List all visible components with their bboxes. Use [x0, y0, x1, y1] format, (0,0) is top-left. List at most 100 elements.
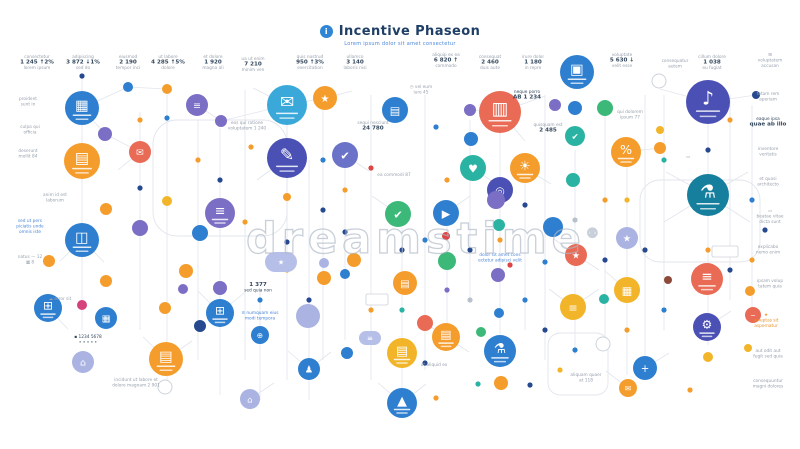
node-caption-line: [698, 285, 716, 287]
node-circle-text: [205, 198, 235, 228]
node-caption-line: [214, 321, 226, 324]
micro-label-line: ★: [764, 312, 768, 318]
micro-label-line: neque porro: [514, 89, 541, 95]
micro-label-line: voluptas sit: [754, 317, 779, 323]
list-icon: ≡: [568, 301, 577, 314]
node-circle-green: [476, 327, 486, 337]
node-dot: [507, 262, 513, 268]
micro-label: ut labore 4 285 ↑5% dolore: [151, 54, 185, 71]
node-circle-lavender: [319, 258, 329, 268]
micro-label-line: ut labore: [158, 54, 178, 60]
node-dot: [422, 237, 428, 243]
node-circle-text: [186, 94, 208, 116]
node-circle-doc: [64, 143, 100, 179]
node-circle-music: [686, 80, 730, 124]
node-dot: [497, 237, 503, 243]
micro-label: quis nostrud 950 ↑3% exercitation: [296, 54, 324, 71]
micro-label-line: quae ab illo: [750, 121, 787, 127]
flask-icon: ⚗: [700, 182, 716, 203]
node-dot: [467, 247, 473, 253]
micro-label: et dolore 1 920 magna ali: [202, 54, 223, 71]
node-caption-line: [396, 412, 408, 414]
micro-label: explicabo nemo enim: [756, 244, 780, 255]
node-dot: [248, 144, 254, 150]
micro-label-line: duis aute: [480, 65, 500, 71]
node-caption-line: [40, 313, 56, 315]
doc-icon: ▤: [400, 279, 410, 290]
micro-label-line: voluptatem 1 240: [228, 125, 267, 131]
node-dot: [306, 297, 312, 303]
heart-icon: ♥: [468, 162, 478, 175]
node-circle-purple: [464, 104, 476, 116]
micro-label: aliquam quaer at 118: [570, 372, 601, 383]
micro-label: ipsam volup tatem quia: [757, 278, 783, 289]
doc-icon: ▤: [390, 104, 400, 117]
node-caption-line: [699, 115, 717, 118]
node-caption-line: [42, 316, 54, 319]
node-circle-chart: [479, 91, 521, 133]
mini-card-box: [365, 293, 389, 306]
node-caption-line: [699, 332, 715, 334]
node-dot: [522, 202, 528, 208]
node-dot: [705, 247, 711, 253]
node-circle-check: [332, 142, 358, 168]
micro-label-line: laboris nisi: [343, 65, 366, 71]
micro-label-line: 1 038: [703, 59, 721, 65]
micro-label-line: consequat: [479, 54, 502, 60]
node-caption-line: [440, 345, 452, 348]
micro-label-line: 2 485: [539, 127, 557, 133]
node-circle-heart: [460, 155, 486, 181]
micro-label-line: sequi nesciunt: [357, 120, 389, 126]
micro-label-line: quis nostrud: [297, 54, 324, 60]
node-caption-line: [492, 125, 508, 127]
micro-label: ☁ error sit: [49, 296, 72, 302]
node-dot: [368, 307, 374, 313]
node-circle-yellow: [162, 196, 172, 206]
node-caption-line: [700, 208, 716, 210]
check-icon: ✔: [340, 149, 349, 162]
node-caption-line: [491, 357, 509, 359]
node-circle-yellow: [703, 352, 713, 362]
video-icon: ▶: [442, 207, 451, 220]
micro-label: inventore veritatis: [758, 146, 779, 157]
node-chip: [359, 331, 381, 345]
micro-label-line: ea commodi 87: [377, 172, 411, 178]
node-caption-line: [211, 218, 229, 221]
micro-label-line: sed quia non: [244, 287, 272, 293]
node-dot: [164, 115, 170, 121]
micro-label-line: 7 210: [244, 61, 262, 67]
node-caption-line: [493, 360, 507, 363]
node-circle-doc: [393, 271, 417, 295]
micro-label-line: autem: [668, 63, 682, 69]
grid-icon: ▦: [102, 314, 111, 325]
micro-label-line: ut aliquid ex: [421, 362, 448, 368]
node-caption-line: [156, 365, 176, 367]
grid-icon: ▦: [75, 98, 89, 114]
node-caption-line: [276, 165, 298, 168]
badge-icon: ★: [278, 259, 284, 267]
node-dot: [320, 207, 326, 213]
node-circle-crimson: [77, 300, 87, 310]
micro-label: qui dolorem ipsum 77: [617, 109, 643, 120]
check-icon: ✔: [393, 208, 402, 221]
doc-icon: ▤: [75, 149, 89, 167]
node-circle-plus: [633, 356, 657, 380]
micro-label-line: ▭: [686, 155, 690, 160]
micro-label: ★ voluptas sit aspernatur: [754, 312, 779, 329]
node-circle-percent: [611, 137, 641, 167]
micro-label-line: architecto: [757, 181, 779, 187]
node-circle-blue: [341, 347, 353, 359]
node-circle-grid: [614, 277, 640, 303]
micro-label-line: consectetur: [24, 54, 50, 60]
node-circle-orange: [162, 84, 172, 94]
node-caption-line: [617, 157, 635, 160]
micro-label-line: • • • • •: [79, 340, 97, 345]
micro-label-line: officia: [24, 129, 37, 135]
node-dot: [542, 259, 548, 265]
node-caption-line: [75, 118, 89, 121]
node-circle-rocket: [387, 388, 417, 418]
node-circle-minus: [745, 307, 761, 323]
micro-label-line: 2 460: [481, 59, 499, 65]
micro-label-line: iure 45: [413, 89, 428, 95]
